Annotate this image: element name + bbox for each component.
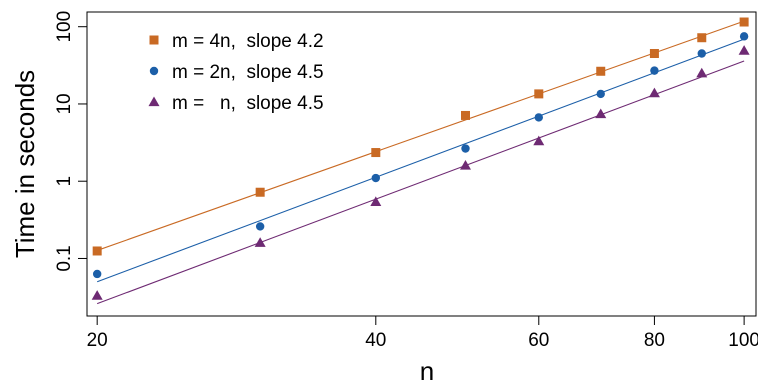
data-point-square: [371, 148, 381, 158]
data-point-circle: [650, 66, 659, 75]
data-point-square: [649, 48, 659, 58]
data-point-square: [596, 66, 606, 76]
data-point-circle: [697, 49, 706, 58]
data-points: [91, 17, 750, 300]
legend: m = 4n, slope 4.2 m = 2n, slope 4.5 m = n,…: [148, 31, 324, 114]
data-point-square: [697, 33, 707, 43]
x-tick-label: 80: [644, 330, 665, 351]
y-tick-label: 1: [54, 176, 75, 187]
x-tick-label: 60: [528, 330, 549, 351]
y-tick-label: 10: [54, 93, 75, 114]
legend-marker-circle: [149, 66, 159, 76]
legend-label: m = 4n, slope 4.2: [172, 31, 324, 52]
y-tick-label: 100: [54, 11, 75, 43]
data-point-circle: [534, 113, 543, 122]
data-point-circle: [596, 89, 605, 99]
data-point-triangle: [254, 237, 266, 247]
data-point-square: [739, 17, 749, 27]
data-point-triangle: [595, 108, 607, 119]
axes: 20 40 60 80 100 0.1 1 10 100: [54, 11, 758, 351]
data-point-square: [460, 110, 470, 120]
data-point-triangle: [459, 159, 471, 170]
data-point-circle: [371, 173, 380, 183]
data-point-circle: [255, 222, 265, 231]
data-point-triangle: [738, 45, 750, 55]
fit-line-square: [96, 20, 745, 251]
fit-lines: [96, 20, 745, 305]
legend-marker-square: [149, 35, 159, 45]
data-point-triangle: [696, 67, 708, 78]
fit-line-triangle: [96, 60, 745, 305]
x-tick-label: 100: [728, 330, 758, 351]
data-point-triangle: [91, 290, 103, 300]
data-point-triangle: [370, 196, 382, 207]
data-point-triangle: [533, 135, 545, 146]
data-point-circle: [461, 144, 470, 153]
x-tick-label: 20: [87, 330, 108, 351]
fit-line-circle: [96, 38, 745, 283]
x-axis-title: n: [420, 356, 434, 383]
data-point-circle: [739, 32, 749, 41]
y-tick-label: 0.1: [54, 245, 75, 271]
data-point-square: [255, 187, 265, 197]
data-point-square: [92, 246, 102, 256]
legend-label: m = n, slope 4.5: [172, 93, 324, 114]
legend-label: m = 2n, slope 4.5: [172, 62, 324, 83]
data-point-triangle: [648, 87, 660, 98]
x-tick-label: 40: [365, 330, 386, 351]
y-axis-title: Time in seconds: [10, 70, 40, 258]
legend-marker-triangle: [148, 96, 160, 107]
data-point-square: [534, 89, 544, 99]
data-point-circle: [92, 269, 102, 279]
